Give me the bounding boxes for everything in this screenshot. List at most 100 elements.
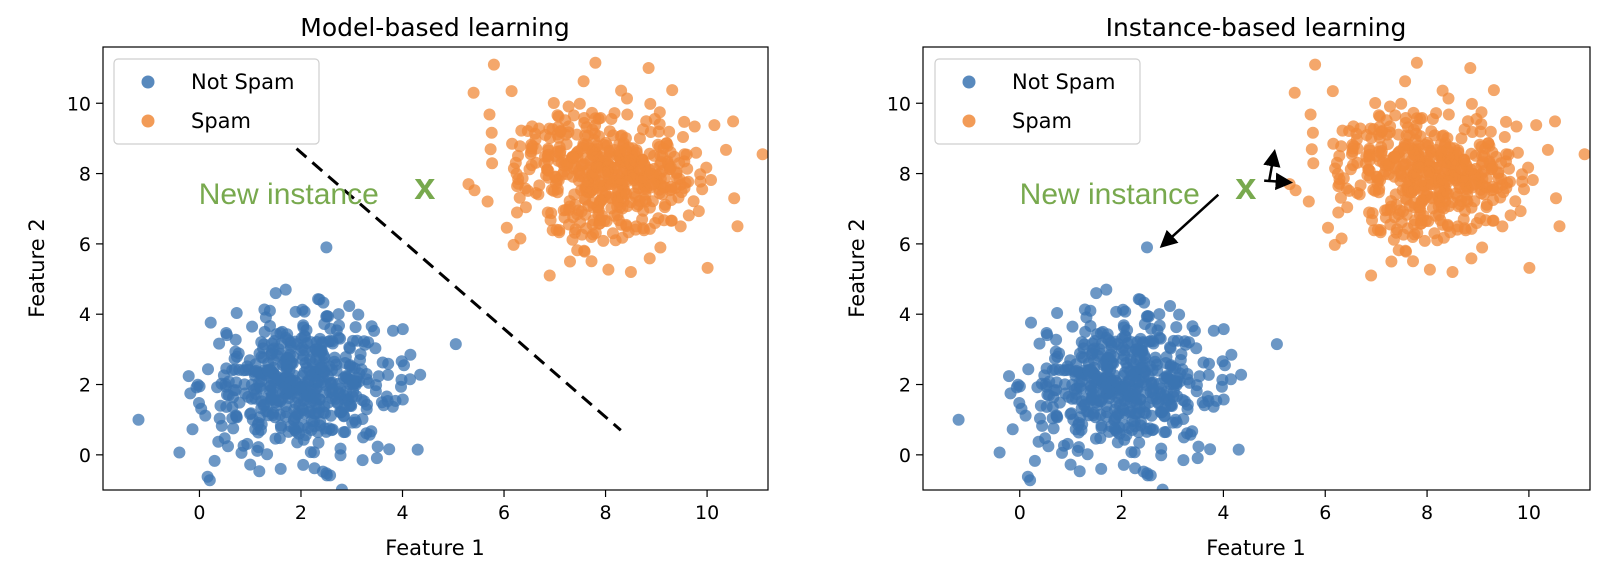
chart-title: Instance-based learning [1106,13,1407,42]
data-point [560,138,573,151]
data-point [1399,112,1412,124]
data-point [1032,435,1045,448]
data-point [1133,436,1146,449]
data-point [756,148,768,161]
data-point [597,234,610,247]
data-point [255,351,268,363]
data-point [1100,283,1113,296]
data-point [1403,199,1416,212]
data-point [1003,370,1015,383]
data-point [1118,349,1131,362]
y-tick-label: 6 [899,234,911,256]
data-point [507,238,520,251]
data-point [1480,172,1493,185]
data-point [1458,123,1471,136]
data-point [1224,373,1237,386]
data-point [731,220,744,233]
data-point [1509,195,1522,208]
data-point [1455,132,1468,145]
data-point [1126,414,1139,427]
data-point [529,187,542,199]
data-point [360,403,373,416]
data-point [1388,211,1401,224]
data-point [337,409,350,422]
data-point [1198,399,1211,412]
data-point [621,108,634,121]
data-point [339,351,352,363]
data-point [1141,241,1153,254]
data-point [339,426,352,438]
data-point [688,120,701,133]
data-point [1081,448,1094,461]
legend-box [934,58,1141,145]
data-point [1417,209,1430,222]
data-point [1436,130,1449,143]
y-tick-label: 10 [887,93,911,115]
x-tick-label: 2 [1116,502,1128,524]
data-point [297,349,310,362]
data-point [1518,183,1530,196]
plot-frame [922,46,1591,491]
data-point [217,369,230,382]
data-point [1486,146,1499,159]
data-point [1494,191,1507,204]
neighbor-arrow [1263,149,1281,181]
data-point [526,140,539,153]
data-point [1191,452,1204,465]
data-point [516,172,529,185]
data-point [229,345,242,358]
data-point [1174,367,1187,380]
data-point [238,378,251,391]
data-point [551,186,564,199]
data-point [577,75,590,88]
data-point [1510,120,1523,133]
data-point [220,400,233,413]
data-point [1028,454,1041,467]
data-point [1154,332,1167,345]
data-point [353,367,366,380]
data-point [1075,351,1088,363]
data-point [1383,126,1396,139]
data-point [1216,355,1229,368]
data-point [1484,125,1497,138]
data-point [404,348,417,361]
data-point [1117,458,1130,471]
data-point [352,308,365,321]
x-tick-label: 4 [1217,502,1229,524]
data-point [221,388,233,401]
data-point [1097,358,1110,371]
data-point [204,316,217,329]
data-point [1365,269,1378,282]
scatter-points [132,56,768,490]
data-point [630,200,643,213]
data-point [220,329,233,342]
y-tick-label: 6 [79,234,91,256]
data-point [1161,370,1173,383]
data-point [321,370,334,383]
neighbor-arrow [1264,172,1294,191]
data-point [230,410,243,423]
data-point [1305,143,1318,156]
data-point [1064,458,1077,471]
new-instance-marker: x [1235,166,1256,208]
data-point [624,266,637,278]
data-point [621,175,633,188]
data-point [1070,364,1083,377]
data-point [1013,380,1026,393]
legend: Not Spam Spam [113,58,320,145]
data-point [1204,443,1217,456]
data-point [1138,318,1151,330]
x-tick-label: 0 [193,502,205,524]
data-point [519,201,532,214]
data-point [467,86,480,99]
data-point [1470,217,1483,229]
data-point [1442,175,1455,188]
data-point [316,465,329,478]
data-point [1119,382,1131,395]
overlays: New instance x [1020,149,1294,249]
data-point [674,220,687,233]
data-point [312,374,325,387]
data-point [511,206,523,219]
data-point [312,293,325,306]
